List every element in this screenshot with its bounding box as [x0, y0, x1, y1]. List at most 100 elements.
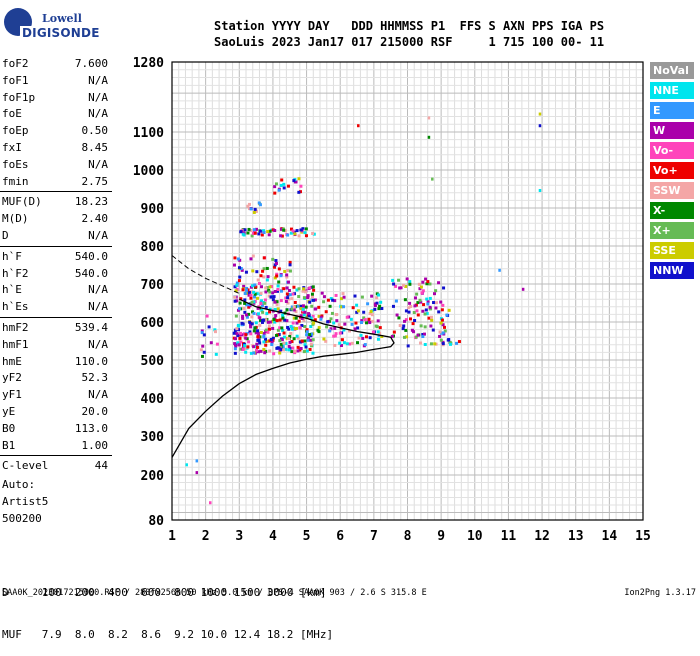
echo-point: [433, 292, 437, 296]
echo-point: [247, 302, 251, 306]
echo-point: [309, 325, 313, 329]
echo-point: [434, 289, 438, 293]
param-name: M(D): [2, 212, 29, 226]
echo-point: [282, 186, 286, 190]
echo-point: [446, 338, 450, 342]
x-tick-label: 5: [303, 529, 311, 544]
echo-point: [247, 227, 251, 231]
param-name: h`E: [2, 283, 22, 297]
echo-point: [498, 268, 501, 272]
echo-point: [262, 334, 266, 338]
echo-point: [278, 351, 282, 355]
echo-point: [253, 295, 257, 299]
echo-point: [262, 332, 266, 336]
echo-point: [356, 326, 360, 330]
echo-point: [422, 303, 426, 307]
echo-point: [298, 190, 302, 194]
echo-point: [420, 291, 424, 295]
echo-point: [403, 335, 407, 339]
echo-point: [447, 308, 451, 312]
echo-point: [247, 207, 251, 211]
echo-point: [264, 305, 268, 309]
echo-point: [304, 345, 308, 349]
echo-point: [272, 352, 276, 356]
echo-point: [242, 284, 246, 288]
echo-point: [440, 318, 444, 322]
echo-point: [288, 260, 292, 264]
param-row: hmE 110.0: [0, 354, 112, 370]
param-separator: [0, 245, 112, 247]
echo-point: [290, 340, 294, 344]
echo-point: [249, 228, 253, 232]
echo-point: [445, 313, 449, 317]
echo-point: [295, 229, 299, 233]
echo-point: [244, 313, 248, 317]
echo-point: [375, 325, 379, 329]
echo-point: [273, 300, 277, 304]
echo-point: [292, 305, 296, 309]
echo-point: [286, 269, 290, 273]
legend-e: E: [650, 102, 694, 119]
param-row: foEs N/A: [0, 157, 112, 173]
echo-point: [402, 283, 406, 287]
param-row: D N/A: [0, 228, 112, 244]
echo-point: [307, 336, 311, 340]
echo-point: [285, 308, 289, 312]
echo-point: [271, 257, 275, 261]
echo-point: [256, 350, 260, 354]
echo-point: [367, 317, 371, 321]
echo-point: [242, 306, 246, 310]
echo-point: [341, 292, 345, 296]
echo-point: [286, 184, 290, 188]
echo-point: [297, 287, 301, 291]
echo-point: [414, 335, 418, 339]
legend-nne: NNE: [650, 82, 694, 99]
echo-point: [310, 304, 314, 308]
echo-point: [405, 335, 409, 339]
file-info: SAA0K_2023017215000.RSF / 280fx256h 50 k…: [2, 588, 427, 598]
echo-point: [288, 340, 292, 344]
echo-point: [322, 295, 326, 299]
echo-point: [245, 286, 249, 290]
echo-point: [268, 229, 272, 233]
echo-point: [236, 334, 240, 338]
echo-point: [244, 333, 248, 337]
echo-point: [249, 285, 253, 289]
echo-point: [308, 286, 312, 290]
echo-point: [293, 349, 297, 353]
echo-point: [361, 336, 365, 340]
echo-point: [276, 307, 280, 311]
echo-point: [260, 320, 264, 324]
echo-point: [356, 341, 360, 345]
param-name: hmE: [2, 354, 22, 368]
echo-point: [395, 313, 399, 317]
echo-point: [421, 335, 425, 339]
echo-point: [290, 297, 294, 301]
echo-point: [297, 177, 301, 181]
echo-point: [254, 331, 258, 335]
echo-point: [292, 308, 296, 312]
echo-point: [262, 340, 266, 344]
echo-point: [246, 345, 250, 349]
echo-point: [356, 309, 360, 313]
echo-point: [443, 329, 447, 333]
echo-point: [296, 336, 300, 340]
echo-point: [249, 207, 253, 211]
echo-point: [282, 228, 286, 232]
echo-point: [311, 351, 315, 355]
echo-point: [324, 339, 328, 343]
echo-point: [260, 303, 264, 307]
echo-point: [202, 333, 206, 337]
echo-point: [233, 299, 237, 303]
echo-point: [258, 229, 262, 233]
echo-point: [280, 338, 284, 342]
echo-point: [299, 314, 303, 318]
extrapolated-profile: [171, 255, 240, 294]
param-name: foF1: [2, 73, 29, 87]
echo-point: [273, 289, 277, 293]
echo-point: [408, 280, 412, 284]
echo-point: [277, 280, 281, 284]
echo-point: [427, 135, 431, 139]
echo-point: [299, 304, 303, 308]
echo-point: [271, 338, 275, 342]
